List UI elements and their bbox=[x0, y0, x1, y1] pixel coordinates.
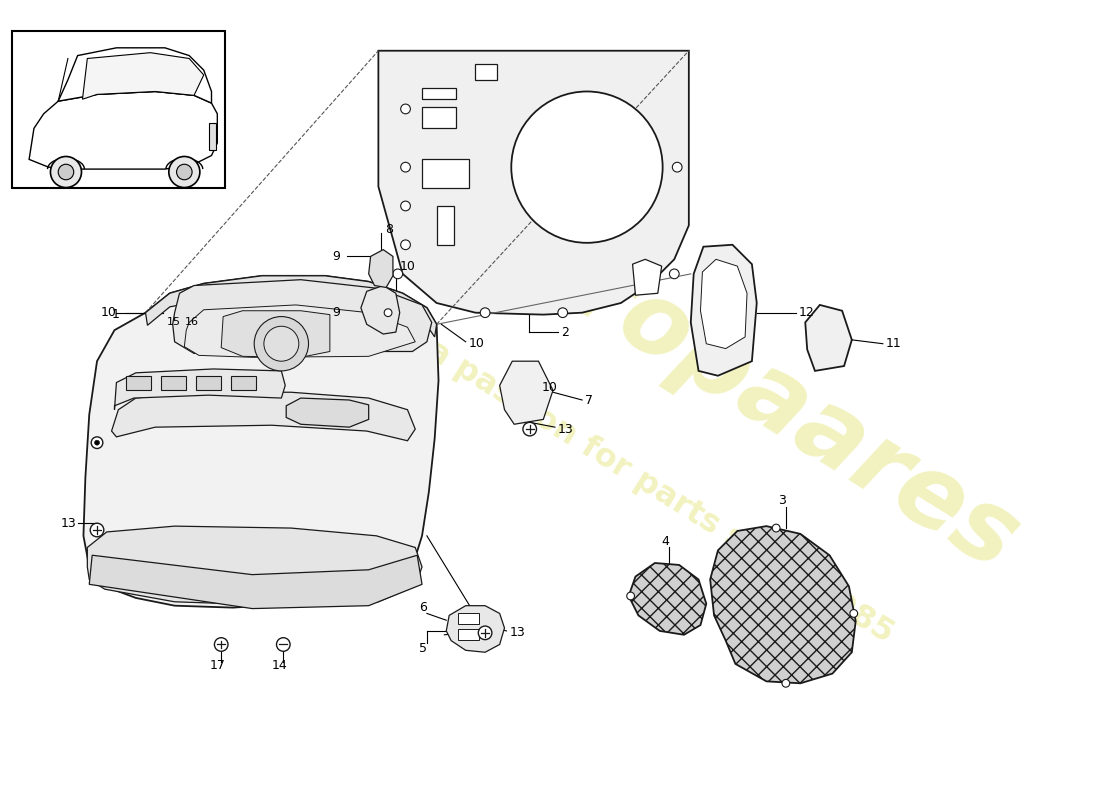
Polygon shape bbox=[499, 361, 553, 424]
Text: 1: 1 bbox=[111, 308, 120, 321]
Circle shape bbox=[90, 523, 103, 537]
Text: 10: 10 bbox=[101, 306, 117, 319]
Polygon shape bbox=[173, 280, 431, 354]
Text: 9: 9 bbox=[332, 306, 340, 319]
Circle shape bbox=[400, 104, 410, 114]
Text: 16: 16 bbox=[185, 318, 198, 327]
Text: 13: 13 bbox=[558, 422, 573, 436]
Circle shape bbox=[512, 91, 662, 243]
Polygon shape bbox=[701, 259, 747, 349]
Circle shape bbox=[670, 269, 679, 278]
Polygon shape bbox=[145, 276, 437, 337]
Bar bbox=[422, 107, 456, 128]
Circle shape bbox=[772, 524, 780, 532]
Bar bbox=[161, 376, 186, 390]
Polygon shape bbox=[84, 276, 439, 608]
Circle shape bbox=[393, 269, 403, 278]
Circle shape bbox=[400, 201, 410, 211]
Circle shape bbox=[51, 157, 81, 187]
Circle shape bbox=[782, 679, 790, 687]
Circle shape bbox=[95, 440, 99, 445]
Circle shape bbox=[264, 326, 299, 361]
Bar bbox=[458, 614, 480, 624]
Text: 8: 8 bbox=[385, 222, 393, 236]
Text: 9: 9 bbox=[332, 250, 340, 263]
Bar bbox=[126, 376, 152, 390]
Text: 13: 13 bbox=[62, 517, 77, 530]
Bar bbox=[422, 159, 469, 189]
Circle shape bbox=[400, 240, 410, 250]
Text: 7: 7 bbox=[585, 394, 593, 406]
Polygon shape bbox=[82, 53, 204, 99]
Polygon shape bbox=[29, 91, 218, 169]
Polygon shape bbox=[629, 563, 706, 634]
Text: 2: 2 bbox=[561, 326, 569, 338]
Text: 5: 5 bbox=[419, 642, 427, 655]
Circle shape bbox=[384, 309, 392, 317]
Polygon shape bbox=[368, 250, 393, 287]
Circle shape bbox=[481, 308, 490, 318]
Text: 15: 15 bbox=[167, 318, 180, 327]
Polygon shape bbox=[87, 526, 422, 606]
Circle shape bbox=[558, 308, 568, 318]
Bar bbox=[12, 31, 225, 189]
Text: 13: 13 bbox=[509, 626, 525, 639]
Text: 14: 14 bbox=[272, 659, 287, 672]
Polygon shape bbox=[711, 526, 856, 683]
Bar bbox=[458, 629, 480, 640]
Text: 4: 4 bbox=[661, 535, 670, 548]
Circle shape bbox=[91, 437, 102, 449]
Circle shape bbox=[254, 317, 308, 371]
Circle shape bbox=[627, 592, 635, 600]
Polygon shape bbox=[89, 555, 422, 609]
Polygon shape bbox=[185, 305, 415, 358]
Circle shape bbox=[276, 638, 290, 651]
Circle shape bbox=[168, 157, 200, 187]
Bar bbox=[422, 87, 456, 99]
Circle shape bbox=[850, 610, 858, 618]
Polygon shape bbox=[58, 48, 211, 103]
Text: 10: 10 bbox=[399, 260, 416, 273]
Polygon shape bbox=[378, 50, 689, 314]
Circle shape bbox=[58, 164, 74, 180]
Bar bbox=[437, 206, 454, 245]
Polygon shape bbox=[111, 392, 415, 441]
Text: 10: 10 bbox=[541, 381, 558, 394]
Bar bbox=[209, 122, 217, 150]
Text: a passion for parts since 1985: a passion for parts since 1985 bbox=[420, 335, 899, 650]
Text: 6: 6 bbox=[419, 601, 427, 614]
Polygon shape bbox=[805, 305, 851, 371]
Polygon shape bbox=[691, 245, 757, 376]
Text: 3: 3 bbox=[778, 494, 785, 507]
Text: europaares: europaares bbox=[440, 170, 1035, 591]
Polygon shape bbox=[114, 369, 285, 410]
Text: 11: 11 bbox=[886, 338, 902, 350]
Polygon shape bbox=[632, 259, 662, 295]
Text: 12: 12 bbox=[799, 306, 814, 319]
Bar bbox=[475, 64, 497, 80]
Circle shape bbox=[522, 422, 537, 436]
Text: 17: 17 bbox=[209, 659, 226, 672]
Bar bbox=[231, 376, 256, 390]
Circle shape bbox=[478, 626, 492, 640]
Circle shape bbox=[177, 164, 192, 180]
Polygon shape bbox=[286, 398, 368, 427]
Circle shape bbox=[214, 638, 228, 651]
Circle shape bbox=[400, 162, 410, 172]
Polygon shape bbox=[447, 606, 505, 652]
Polygon shape bbox=[221, 310, 330, 358]
Text: 10: 10 bbox=[469, 338, 484, 350]
Polygon shape bbox=[361, 286, 399, 334]
Circle shape bbox=[672, 162, 682, 172]
Bar bbox=[196, 376, 221, 390]
